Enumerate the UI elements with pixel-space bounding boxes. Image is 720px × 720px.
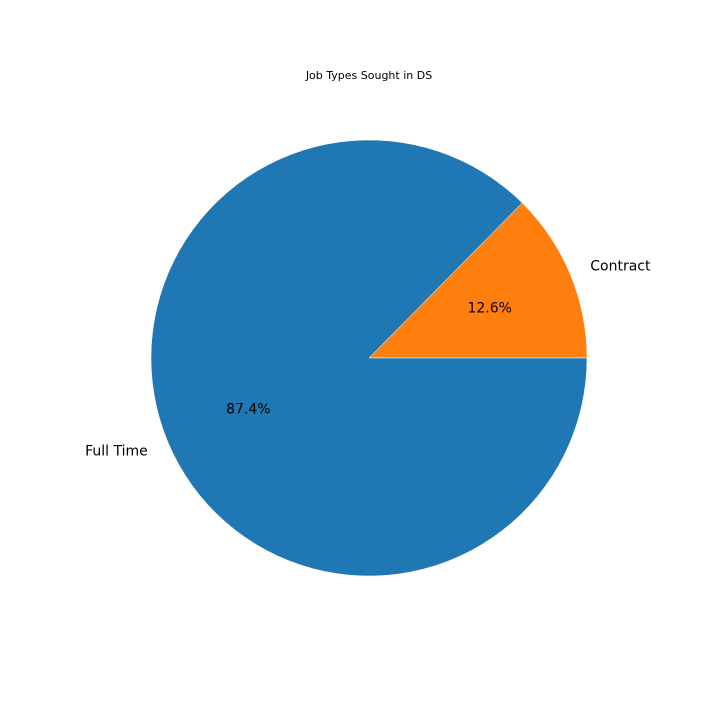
slice-label-full-time: Full Time bbox=[85, 443, 148, 459]
pie-slice-full-time bbox=[150, 139, 588, 577]
chart-title: Job Types Sought in DS bbox=[305, 69, 432, 82]
slice-pct-contract: 12.6% bbox=[467, 301, 511, 317]
pie-slice-contract bbox=[368, 202, 588, 359]
slice-label-contract: Contract bbox=[590, 259, 651, 275]
slice-pct-full-time: 87.4% bbox=[226, 401, 270, 417]
pie-slices bbox=[150, 139, 588, 577]
pie-labels: Contract 12.6% Full Time 87.4% bbox=[85, 259, 651, 460]
